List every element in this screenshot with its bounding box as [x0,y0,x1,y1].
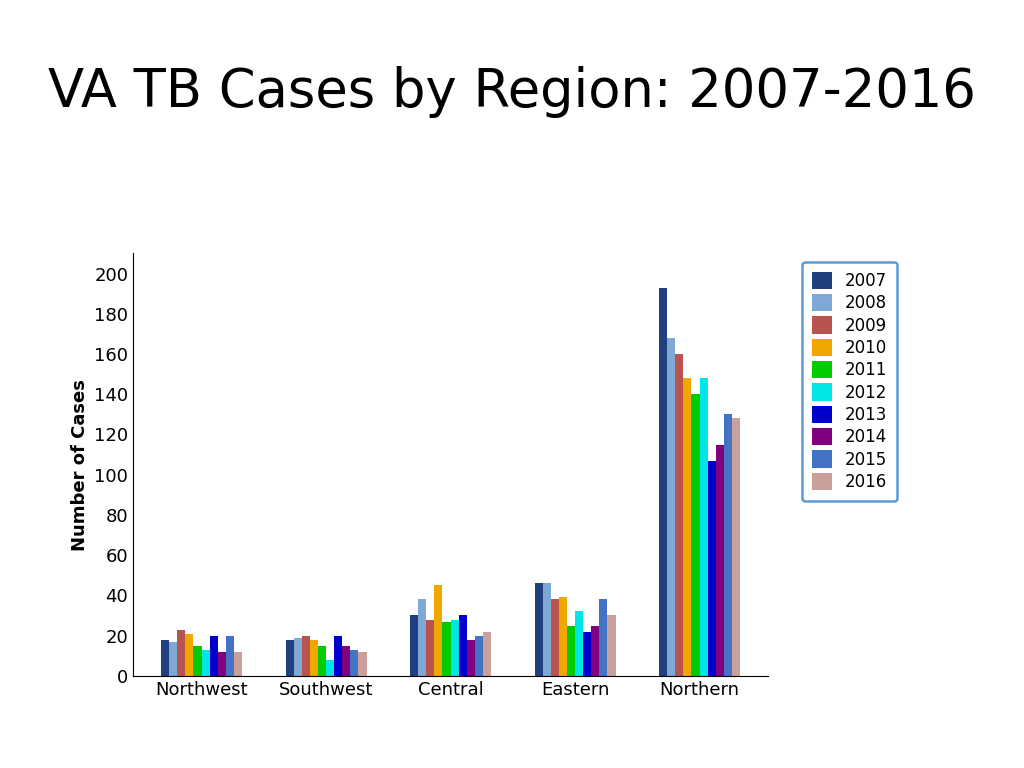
Bar [426,620,434,676]
Bar [286,640,294,676]
Bar [567,626,575,676]
Bar [294,637,302,676]
Bar [350,650,358,676]
Bar [543,584,551,676]
Bar [302,636,310,676]
Bar [318,646,326,676]
Bar [607,615,615,676]
Bar [202,650,210,676]
Bar [699,378,708,676]
Bar [591,626,599,676]
Bar [326,660,334,676]
Bar [185,634,194,676]
Bar [342,646,350,676]
Bar [169,641,177,676]
Bar [716,445,724,676]
Bar [451,620,459,676]
Bar [442,621,451,676]
Legend: 2007, 2008, 2009, 2010, 2011, 2012, 2013, 2014, 2015, 2016: 2007, 2008, 2009, 2010, 2011, 2012, 2013… [802,262,897,501]
Bar [732,419,740,676]
Bar [459,615,467,676]
Bar [708,461,716,676]
Bar [467,640,475,676]
Bar [535,584,543,676]
Bar [194,646,202,676]
Bar [575,611,583,676]
Bar [418,599,426,676]
Y-axis label: Number of Cases: Number of Cases [71,379,89,551]
Bar [583,631,591,676]
Text: VA TB Cases by Region: 2007-2016: VA TB Cases by Region: 2007-2016 [48,66,976,118]
Bar [683,378,691,676]
Bar [599,599,607,676]
Bar [218,652,226,676]
Bar [226,636,233,676]
Bar [483,631,492,676]
Bar [559,598,567,676]
Bar [668,338,675,676]
Bar [551,599,559,676]
Bar [233,652,242,676]
Bar [161,640,169,676]
Bar [358,652,367,676]
Bar [334,636,342,676]
Bar [210,636,218,676]
Bar [475,636,483,676]
Bar [659,288,668,676]
Bar [434,585,442,676]
Bar [177,630,185,676]
Bar [675,354,683,676]
Bar [310,640,318,676]
Bar [724,415,732,676]
Bar [410,615,418,676]
Bar [691,394,699,676]
